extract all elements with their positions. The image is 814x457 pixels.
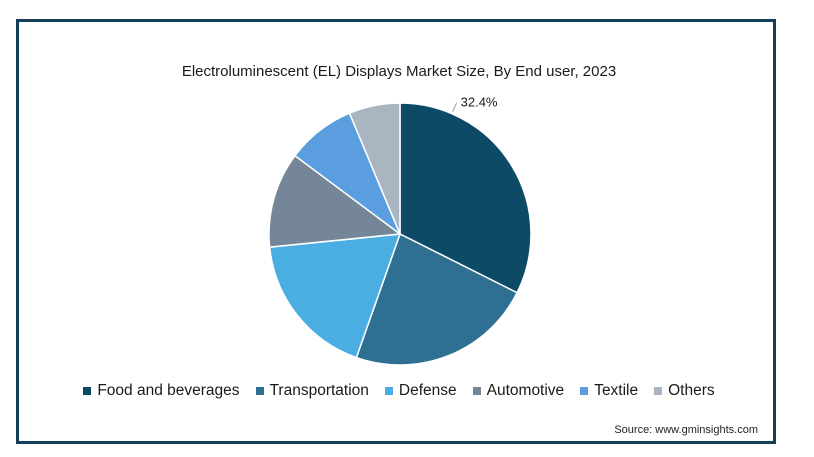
- legend-item: Automotive: [472, 382, 565, 400]
- legend-item: Food and beverages: [83, 382, 240, 400]
- legend-item: Others: [654, 382, 715, 400]
- pie-chart: 32.4%: [268, 95, 532, 366]
- legend-swatch: [472, 387, 481, 395]
- legend-item: Transportation: [255, 382, 369, 400]
- legend-label: Transportation: [269, 382, 369, 399]
- pie-slice-defense: [268, 233, 402, 359]
- data-label-leader: [452, 102, 458, 113]
- legend-label: Food and beverages: [97, 382, 240, 399]
- legend-swatch: [580, 387, 589, 395]
- data-label: 32.4%: [461, 95, 498, 110]
- chart-title: Electroluminescent (EL) Displays Market …: [181, 63, 617, 80]
- legend-item: Textile: [580, 382, 638, 400]
- chart-legend: Food and beverages Transportation Defense A…: [19, 382, 779, 400]
- legend-swatch: [83, 387, 92, 395]
- pie-slice-food-and-beverages: [399, 102, 532, 294]
- legend-item: Defense: [384, 382, 457, 400]
- pie-slice-automotive: [268, 154, 402, 248]
- legend-swatch: [654, 387, 663, 395]
- legend-label: Others: [668, 382, 715, 399]
- legend-swatch: [255, 387, 264, 395]
- legend-label: Automotive: [486, 382, 565, 399]
- source-note: Source: www.gminsights.com: [614, 424, 758, 436]
- legend-swatch: [384, 387, 393, 395]
- legend-label: Defense: [398, 382, 457, 399]
- pie-slice-others: [348, 102, 401, 235]
- pie-slice-transportation: [355, 232, 519, 366]
- legend-label: Textile: [594, 382, 639, 399]
- chart-frame: Electroluminescent (EL) Displays Market …: [16, 19, 776, 444]
